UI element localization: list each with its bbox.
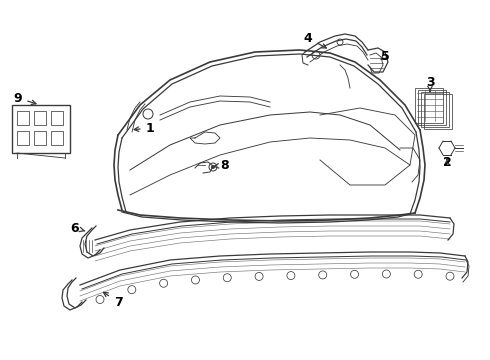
Bar	[34, 111, 46, 125]
Bar	[12, 105, 70, 153]
Text: 1: 1	[134, 122, 154, 135]
Text: 9: 9	[14, 91, 36, 104]
Text: 6: 6	[71, 221, 85, 234]
Text: 3: 3	[426, 76, 434, 91]
Bar	[51, 131, 63, 145]
Bar	[34, 131, 46, 145]
Bar	[421, 92, 449, 127]
Bar	[424, 94, 452, 129]
Text: 8: 8	[214, 158, 229, 171]
Bar	[418, 90, 446, 125]
Bar	[415, 88, 443, 123]
Text: 4: 4	[304, 32, 326, 48]
Bar	[17, 111, 29, 125]
Bar	[17, 131, 29, 145]
Text: 2: 2	[442, 156, 451, 168]
Text: 7: 7	[103, 292, 122, 309]
Text: 5: 5	[381, 50, 390, 63]
Circle shape	[211, 165, 215, 169]
Bar	[51, 111, 63, 125]
